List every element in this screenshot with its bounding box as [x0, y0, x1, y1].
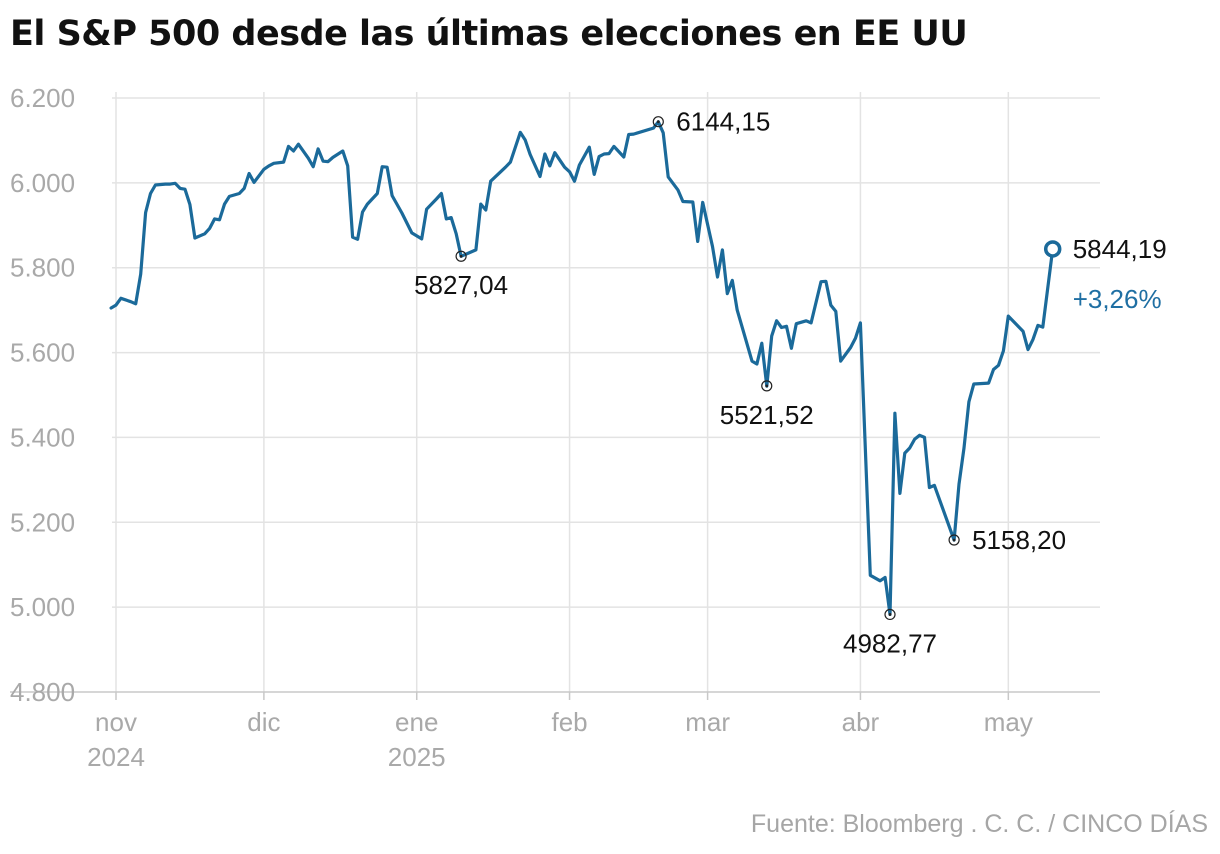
- x-tick-month: may: [984, 707, 1033, 737]
- point-marker: [455, 250, 467, 262]
- y-tick-label: 5.400: [10, 422, 75, 452]
- point-marker: [884, 608, 896, 621]
- point-marker-dot: [952, 538, 956, 542]
- y-tick-label: 5.800: [10, 253, 75, 283]
- y-tick-label: 5.600: [10, 338, 75, 368]
- y-axis-labels: 6.200 6.000 5.800 5.600 5.400 5.200 5.000 4.800: [10, 83, 75, 707]
- point-marker: [948, 534, 960, 546]
- data-label: 5827,04: [414, 270, 508, 300]
- point-marker-dot: [459, 254, 463, 258]
- data-label: 5521,52: [720, 400, 814, 430]
- y-tick-label: 6.200: [10, 83, 75, 113]
- annotations: 5827,04 6144,15 5521,52 4982,77 5158,20 5844,…: [414, 107, 1167, 659]
- chart-title: El S&P 500 desde las últimas elecciones …: [10, 14, 968, 54]
- x-tick-year: 2025: [388, 742, 446, 772]
- x-tick-year: 2024: [87, 742, 145, 772]
- y-tick-label: 4.800: [10, 677, 75, 707]
- data-label: 6144,15: [676, 107, 770, 137]
- series-line: [109, 120, 1055, 616]
- x-tick-month: dic: [247, 707, 280, 737]
- change-label: +3,26%: [1073, 284, 1162, 314]
- last-point-marker: [1043, 240, 1062, 258]
- point-marker-dot: [656, 120, 660, 124]
- x-tick-month: nov: [95, 707, 137, 737]
- x-tick-month: abr: [842, 707, 880, 737]
- data-label: 4982,77: [843, 628, 937, 658]
- x-axis-labels: nov 2024 dic ene 2025 feb mar abr may: [87, 707, 1033, 772]
- y-tick-label: 5.200: [10, 507, 75, 537]
- x-tick-month: feb: [551, 707, 587, 737]
- axes: [10, 691, 1100, 700]
- series-layer: [109, 120, 1055, 616]
- y-tick-label: 6.000: [10, 168, 75, 198]
- point-marker: [761, 380, 773, 392]
- point-marker-dot: [888, 613, 892, 616]
- point-marker: [652, 116, 664, 128]
- x-tick-month: ene: [395, 707, 438, 737]
- data-label: 5158,20: [972, 525, 1066, 555]
- y-tick-label: 5.000: [10, 592, 75, 622]
- point-marker-dot: [765, 384, 769, 388]
- x-tick-month: mar: [685, 707, 730, 737]
- source-credit: Fuente: Bloomberg . C. C. / CINCO DÍAS: [750, 810, 1208, 838]
- data-label: 5844,19: [1073, 234, 1167, 264]
- gridlines: [112, 92, 1100, 692]
